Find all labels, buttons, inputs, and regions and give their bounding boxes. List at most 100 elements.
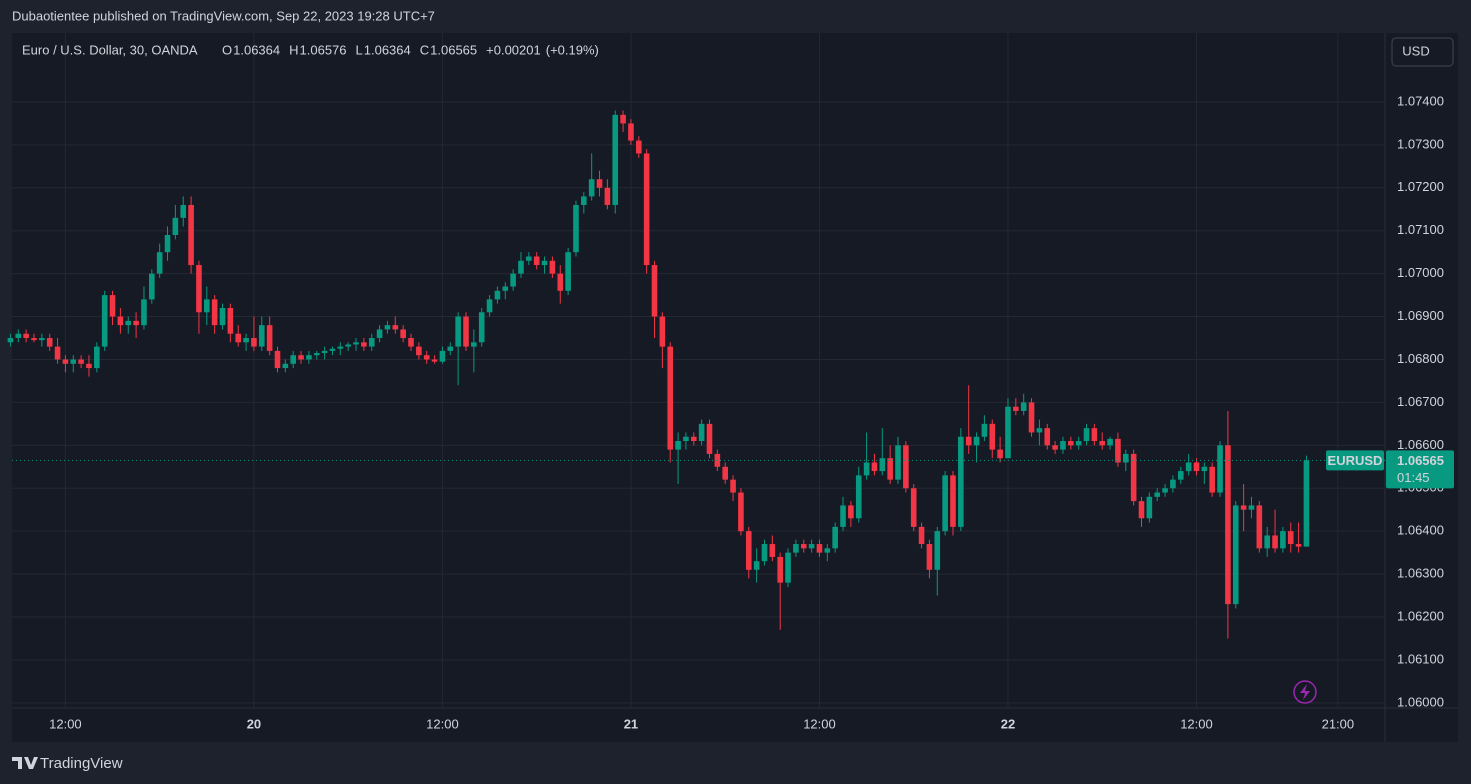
candle-body — [46, 338, 53, 347]
x-tick-label: 22 — [1001, 716, 1015, 731]
candle-body — [1020, 402, 1027, 411]
candle-body — [745, 531, 752, 570]
candle-body — [518, 260, 524, 274]
x-tick-label: 21:00 — [1322, 716, 1355, 731]
candle-body — [965, 436, 972, 446]
ohlc-label: L — [356, 42, 363, 57]
candle-body — [368, 338, 375, 347]
candle-body — [188, 204, 194, 266]
y-tick-label: 1.07100 — [1397, 222, 1444, 237]
candle-body — [133, 320, 139, 326]
candle-body — [651, 265, 658, 317]
candle-body — [70, 359, 77, 364]
candle-body — [502, 286, 509, 291]
y-tick-label: 1.06800 — [1397, 351, 1444, 366]
candle-body — [149, 273, 155, 300]
candle-body — [1201, 466, 1208, 472]
candle-body — [958, 436, 964, 527]
candle-body — [78, 359, 84, 364]
candle-body — [1193, 462, 1200, 472]
candle-body — [510, 273, 516, 287]
candle-body — [416, 346, 422, 356]
candle-body — [235, 333, 242, 343]
candle-body — [1264, 535, 1270, 549]
candle-body — [86, 363, 92, 369]
candle-body — [800, 544, 807, 549]
candle-body — [612, 114, 619, 205]
candle-body — [353, 342, 359, 345]
candle-body — [337, 346, 344, 349]
candle-body — [408, 338, 414, 347]
candle-body — [141, 299, 147, 326]
ohlc-value: 1.06576 — [300, 42, 347, 57]
last-price-tag — [1386, 450, 1454, 489]
candle-body — [706, 423, 713, 454]
candle-body — [400, 329, 406, 339]
candle-body — [1130, 453, 1137, 502]
candle-body — [219, 307, 226, 326]
candle-body — [1209, 466, 1215, 493]
y-tick-label: 1.07400 — [1397, 93, 1444, 108]
alert-bolt — [1300, 684, 1310, 700]
candle-body — [1170, 479, 1176, 489]
candle-body — [15, 333, 22, 339]
currency-label[interactable]: USD — [1402, 43, 1429, 58]
candle-body — [683, 436, 689, 442]
candle-body — [887, 458, 893, 480]
candle-body — [1122, 453, 1129, 463]
candle-body — [730, 479, 736, 493]
candle-body — [667, 346, 674, 450]
candle-body — [903, 445, 909, 489]
candle-body — [164, 235, 171, 253]
candle-body — [557, 273, 564, 291]
publisher-line: Dubaotientee published on TradingView.co… — [12, 8, 435, 23]
candle-body — [39, 338, 45, 341]
candle-body — [636, 140, 642, 154]
countdown-label: 01:45 — [1397, 470, 1430, 485]
candle-body — [981, 423, 988, 437]
candle-body — [1083, 428, 1090, 442]
candle-body — [109, 295, 116, 317]
currency-button[interactable] — [1391, 37, 1454, 67]
candle-body — [698, 423, 705, 442]
y-tick-label: 1.07300 — [1397, 136, 1444, 151]
candle-body — [455, 316, 461, 347]
candle-body — [172, 217, 179, 236]
y-tick-label: 1.06300 — [1397, 566, 1444, 581]
candle-body — [1280, 531, 1286, 549]
candle-body — [769, 544, 776, 557]
change-percent: (+0.19%) — [546, 42, 599, 57]
candle-body — [855, 475, 862, 519]
candle-body — [447, 346, 454, 351]
candle-body — [526, 256, 532, 261]
candle-body — [785, 552, 791, 583]
candle-body — [1091, 428, 1098, 442]
y-tick-label: 1.06400 — [1397, 523, 1444, 538]
candle-body — [895, 445, 901, 480]
candle-body — [227, 307, 234, 334]
candle-body — [1154, 492, 1161, 497]
candle-body — [1225, 445, 1231, 605]
candle-body — [541, 260, 548, 266]
candle-body — [274, 350, 281, 369]
candle-body — [125, 320, 132, 326]
candle-body — [306, 355, 312, 360]
candle-body — [290, 355, 296, 364]
x-tick-label: 12:00 — [1180, 716, 1213, 731]
candle-body — [871, 462, 878, 472]
candle-body — [1075, 441, 1082, 446]
candle-body — [793, 544, 799, 553]
candle-body — [840, 505, 846, 527]
candle-body — [863, 462, 870, 476]
y-tick-label: 1.07000 — [1397, 265, 1444, 280]
symbol-tag-label: EURUSD — [1328, 453, 1383, 468]
alert-icon[interactable] — [1293, 680, 1317, 704]
candle-body — [62, 359, 69, 364]
x-tick-label: 12:00 — [803, 716, 836, 731]
candle-body — [753, 561, 760, 570]
candle-body — [620, 114, 626, 124]
candle-body — [1138, 501, 1145, 519]
candle-body — [675, 441, 681, 450]
candle-body — [463, 316, 469, 347]
ohlc-value: 1.06364 — [233, 42, 280, 57]
